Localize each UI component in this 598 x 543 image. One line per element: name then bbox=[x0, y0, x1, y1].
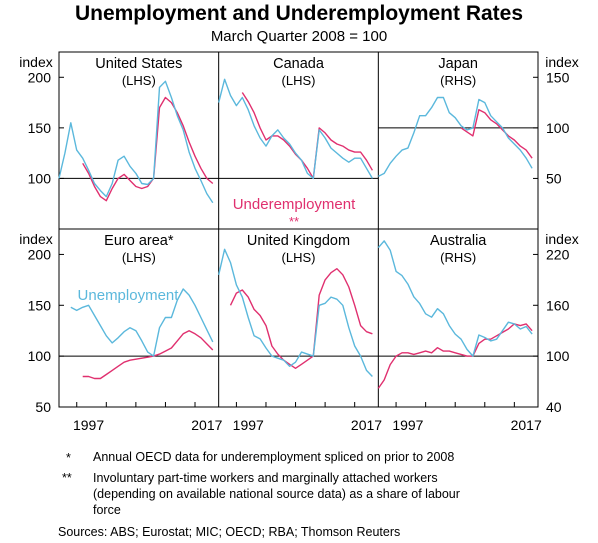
y-tick-label-right: 50 bbox=[546, 170, 562, 186]
x-tick-label: 2017 bbox=[511, 417, 542, 433]
x-tick-label: 2017 bbox=[351, 417, 382, 433]
index-label-bottom-left: index bbox=[19, 231, 52, 247]
footnote-star-text: Annual OECD data for underemployment spl… bbox=[93, 450, 455, 464]
y-tick-label-left: 100 bbox=[28, 170, 52, 186]
unemployment-line bbox=[58, 80, 214, 204]
index-label-top-left: index bbox=[19, 54, 52, 70]
unemployment-line bbox=[218, 248, 373, 377]
underemployment-line bbox=[82, 96, 214, 202]
unemployment-line bbox=[377, 240, 533, 357]
panel-axis-note: (LHS) bbox=[282, 73, 316, 88]
panel-title: United Kingdom bbox=[247, 233, 350, 249]
underemployment-line bbox=[229, 268, 373, 369]
y-tick-label-left: 100 bbox=[28, 348, 52, 364]
x-tick-label: 1997 bbox=[392, 417, 423, 433]
unemployment-line bbox=[218, 78, 374, 180]
footnote-dstar-symbol: ** bbox=[62, 471, 72, 485]
y-tick-label-left: 200 bbox=[28, 246, 52, 262]
panel-title: United States bbox=[95, 56, 182, 72]
panel-axis-note: (RHS) bbox=[440, 73, 476, 88]
panel-title: Canada bbox=[273, 56, 325, 72]
unemployment-line bbox=[377, 96, 533, 178]
footnote-dstar-line-2: (depending on available national source … bbox=[93, 487, 460, 501]
unemployment-series-label: Unemployment bbox=[78, 287, 180, 304]
y-tick-label-left: 50 bbox=[35, 399, 51, 415]
x-tick-label: 1997 bbox=[73, 417, 104, 433]
x-tick-label: 1997 bbox=[233, 417, 264, 433]
underemployment-line bbox=[241, 92, 374, 180]
y-tick-label-right: 40 bbox=[546, 399, 562, 415]
underemployment-line bbox=[377, 323, 533, 389]
index-label-top-right: index bbox=[545, 54, 578, 70]
footnote-dstar-line-3: force bbox=[93, 503, 121, 517]
footnote-star-symbol: * bbox=[66, 451, 71, 465]
underemployment-series-label: Underemployment bbox=[233, 196, 356, 213]
underemployment-series-note: ** bbox=[289, 214, 299, 229]
panel-title: Japan bbox=[438, 56, 478, 72]
underemployment-line bbox=[82, 330, 214, 380]
y-tick-label-right: 160 bbox=[546, 297, 570, 313]
sources-note: Sources: ABS; Eurostat; MIC; OECD; RBA; … bbox=[58, 525, 401, 539]
underemployment-line bbox=[460, 109, 533, 159]
y-tick-label-left: 200 bbox=[28, 69, 52, 85]
panel-title: Australia bbox=[430, 233, 487, 249]
panel-axis-note: (LHS) bbox=[122, 73, 156, 88]
y-tick-label-right: 100 bbox=[546, 120, 570, 136]
index-label-bottom-right: index bbox=[545, 231, 578, 247]
y-tick-label-right: 220 bbox=[546, 246, 570, 262]
chart-title: Unemployment and Underemployment Rates bbox=[74, 2, 524, 25]
y-tick-label-left: 150 bbox=[28, 120, 52, 136]
y-tick-label-right: 100 bbox=[546, 348, 570, 364]
x-tick-label: 2017 bbox=[191, 417, 222, 433]
y-tick-label-right: 150 bbox=[546, 69, 570, 85]
panel-title: Euro area* bbox=[104, 233, 174, 249]
panel-axis-note: (RHS) bbox=[440, 250, 476, 265]
footnote-dstar-line-1: Involuntary part-time workers and margin… bbox=[93, 471, 438, 485]
panel-axis-note: (LHS) bbox=[282, 250, 316, 265]
y-tick-label-left: 150 bbox=[28, 297, 52, 313]
unemployment-line bbox=[70, 288, 214, 357]
chart-subtitle: March Quarter 2008 = 100 bbox=[210, 28, 388, 45]
panel-axis-note: (LHS) bbox=[122, 250, 156, 265]
